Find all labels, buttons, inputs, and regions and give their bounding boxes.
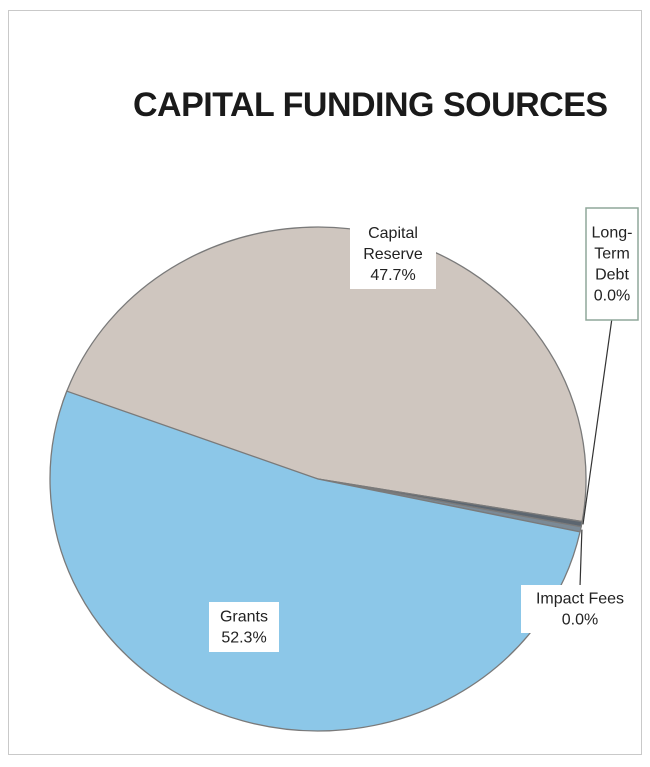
data-label-box-capital-reserve <box>350 219 436 289</box>
chart-frame <box>8 10 642 755</box>
data-label-name-capital-reserve: Reserve <box>363 246 423 263</box>
data-label-name-long-term-debt: Term <box>594 246 630 263</box>
chart-title: CAPITAL FUNDING SOURCES <box>133 86 608 124</box>
data-label-value-long-term-debt: 0.0% <box>594 288 630 305</box>
data-label-name-capital-reserve: Capital <box>368 225 418 242</box>
data-label-name-long-term-debt: Long- <box>592 225 633 242</box>
pie-slice-grants <box>49 390 581 732</box>
data-label-name-long-term-debt: Debt <box>595 267 629 284</box>
leader-line-impact-fees <box>579 529 583 588</box>
data-label-value-grants: 52.3% <box>221 630 266 647</box>
data-label-name-grants: Grants <box>220 609 268 626</box>
data-label-value-impact-fees: 0.0% <box>562 612 598 629</box>
data-label-box-long-term-debt <box>585 207 639 321</box>
leader-line-long-term-debt <box>582 317 613 525</box>
data-label-value-capital-reserve: 47.7% <box>370 267 415 284</box>
data-label-box-impact-fees <box>521 585 639 633</box>
data-label-name-impact-fees: Impact Fees <box>536 591 624 608</box>
data-label-box-grants <box>209 602 279 652</box>
